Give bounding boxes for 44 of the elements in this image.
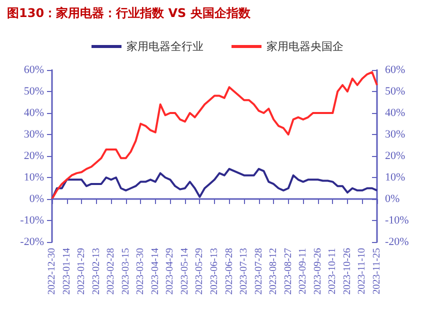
x-tick-label: 2023-03-15	[120, 248, 132, 295]
x-tick-label: 2023-02-28	[106, 248, 117, 295]
y2-tick-label: 20%	[385, 150, 406, 162]
y-tick-label: 0%	[29, 193, 44, 205]
y2-tick-label: 0%	[385, 193, 400, 205]
x-tick-label: 2023-09-11	[298, 248, 309, 294]
y2-tick-label: 60%	[385, 64, 406, 76]
x-tick-label: 2023-05-29	[194, 248, 206, 295]
x-tick-label: 2023-10-26	[342, 248, 353, 295]
x-tick-label: 2023-01-14	[61, 248, 72, 295]
x-tick-label: 2023-04-29	[164, 248, 176, 295]
x-tick-label: 2023-09-26	[312, 248, 324, 295]
x-tick-label: 2023-08-27	[282, 248, 294, 295]
x-tick-label: 2023-07-13	[238, 248, 250, 295]
y2-tick-label: -10%	[385, 214, 409, 226]
x-tick-label: 2022-12-30	[46, 248, 58, 295]
y-tick-label: 50%	[24, 86, 44, 98]
legend-label: 家用电器全行业	[126, 40, 204, 53]
x-tick-label: 2023-11-25	[372, 248, 382, 294]
y2-tick-label: 40%	[385, 107, 406, 119]
x-tick-label: 2023-02-13	[90, 248, 102, 295]
y2-tick-label: 30%	[385, 128, 406, 140]
y-tick-label: 30%	[24, 128, 44, 140]
x-tick-label: 2023-03-30	[135, 248, 146, 295]
y2-tick-label: 50%	[385, 86, 406, 98]
x-tick-label: 2023-06-28	[224, 248, 235, 295]
x-tick-label: 2023-04-14	[150, 248, 161, 295]
x-tick-label: 2023-10-11	[327, 248, 338, 294]
x-tick-label: 2023-06-13	[209, 248, 220, 295]
y-tick-label: -10%	[20, 214, 44, 226]
legend-label: 家用电器央国企	[266, 40, 344, 53]
y2-tick-label: -20%	[385, 236, 409, 248]
y-tick-label: 40%	[24, 107, 44, 119]
y-tick-label: 10%	[24, 172, 44, 184]
y-tick-label: -20%	[20, 236, 44, 248]
x-tick-label: 2023-07-28	[253, 248, 264, 295]
x-tick-label: 2023-08-12	[268, 248, 280, 295]
x-tick-label: 2023-11-10	[356, 248, 368, 294]
y-tick-label: 20%	[24, 150, 44, 162]
x-tick-label: 2023-05-14	[179, 248, 190, 295]
y-tick-label: 60%	[24, 64, 44, 76]
y2-tick-label: 10%	[385, 172, 406, 184]
chart-title: 图130：家用电器：行业指数 VS 央国企指数	[7, 6, 252, 20]
x-tick-label: 2023-01-29	[76, 248, 88, 295]
